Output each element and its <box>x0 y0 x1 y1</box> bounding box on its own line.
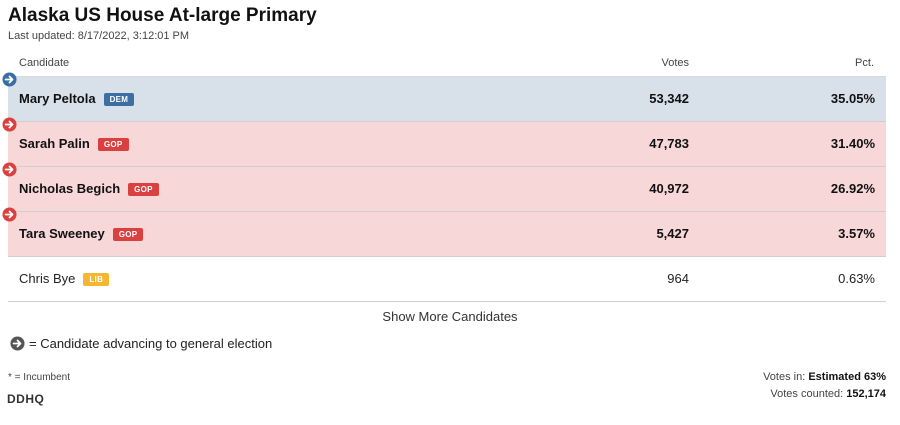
candidate-votes: 40,972 <box>649 181 689 196</box>
table-row: Chris Bye LIB 964 0.63% <box>8 257 886 302</box>
page-title: Alaska US House At-large Primary <box>8 5 317 26</box>
votes-counted-label: Votes counted: <box>770 388 844 400</box>
candidate-pct: 26.92% <box>830 181 875 196</box>
table-header: Candidate Votes Pct. <box>8 52 886 77</box>
candidate-votes: 47,783 <box>649 136 689 151</box>
table-row: Nicholas Begich GOP 40,972 26.92% <box>2 162 886 212</box>
table-row: Sarah Palin GOP 47,783 31.40% <box>2 117 886 167</box>
incumbent-note: * = Incumbent <box>8 372 70 383</box>
column-header-candidate: Candidate <box>19 57 70 69</box>
candidate-pct: 0.63% <box>838 271 875 286</box>
votes-in: Votes in: Estimated 63% <box>763 371 886 383</box>
column-header-pct: Pct. <box>855 57 874 69</box>
legend-text: = Candidate advancing to general electio… <box>29 336 273 351</box>
last-updated-value: 8/17/2022, 3:12:01 PM <box>77 30 190 42</box>
show-more-candidates-button[interactable]: Show More Candidates <box>382 309 518 324</box>
last-updated-label: Last updated: <box>8 30 75 42</box>
party-badge: GOP <box>128 183 159 196</box>
last-updated: Last updated: 8/17/2022, 3:12:01 PM <box>8 30 189 42</box>
candidate-votes: 964 <box>667 271 689 286</box>
arrow-right-circle-icon <box>10 336 25 351</box>
candidate-name: Chris Bye LIB <box>19 271 110 286</box>
votes-counted: Votes counted: 152,174 <box>770 388 886 400</box>
candidate-pct: 31.40% <box>830 136 875 151</box>
candidate-votes: 5,427 <box>656 226 689 241</box>
table-row: Mary Peltola DEM 53,342 35.05% <box>2 72 886 122</box>
arrow-right-circle-icon <box>2 162 17 177</box>
party-badge: GOP <box>112 228 144 241</box>
votes-in-label: Votes in: <box>763 371 806 383</box>
column-header-votes: Votes <box>661 57 689 69</box>
candidate-pct: 3.57% <box>838 226 875 241</box>
candidate-name: Sarah Palin GOP <box>19 136 129 151</box>
party-badge: GOP <box>97 138 129 151</box>
candidate-name: Mary Peltola DEM <box>19 91 135 106</box>
candidate-name: Tara Sweeney GOP <box>19 226 144 241</box>
votes-in-value: Estimated 63% <box>808 371 886 383</box>
arrow-right-circle-icon <box>2 207 17 222</box>
ddhq-logo[interactable]: DDHQ <box>7 392 45 406</box>
arrow-right-circle-icon <box>2 117 17 132</box>
arrow-right-circle-icon <box>2 72 17 87</box>
candidate-votes: 53,342 <box>649 91 689 106</box>
votes-counted-value: 152,174 <box>846 388 886 400</box>
results-table: Candidate Votes Pct. Mary Peltola DEM 53,… <box>2 52 886 302</box>
candidate-name: Nicholas Begich GOP <box>19 181 159 196</box>
legend: = Candidate advancing to general electio… <box>10 336 272 351</box>
table-row: Tara Sweeney GOP 5,427 3.57% <box>2 207 886 257</box>
candidate-pct: 35.05% <box>830 91 875 106</box>
party-badge: LIB <box>83 273 110 286</box>
party-badge: DEM <box>103 93 135 106</box>
